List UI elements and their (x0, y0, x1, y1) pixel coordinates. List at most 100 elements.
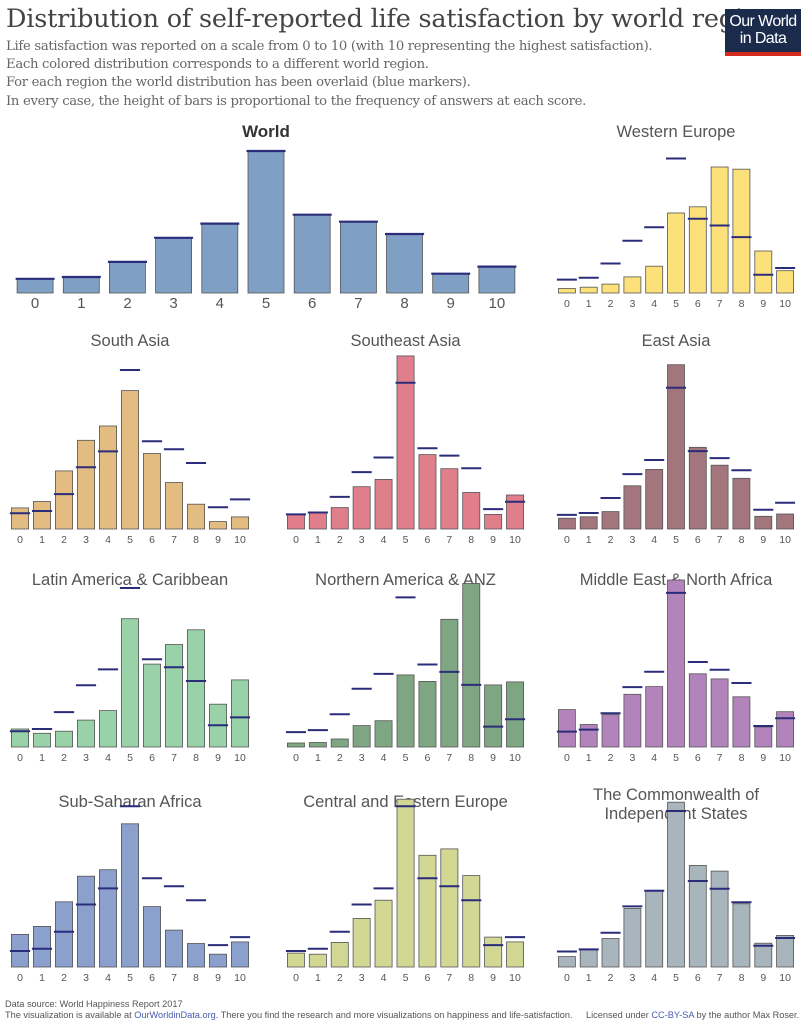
bar[interactable] (418, 454, 437, 530)
bar[interactable] (645, 265, 664, 294)
bar[interactable] (186, 503, 205, 530)
bar[interactable] (293, 214, 331, 294)
owid-link[interactable]: OurWorldinData.org (134, 1010, 216, 1020)
bar[interactable] (121, 618, 140, 748)
bar[interactable] (667, 801, 685, 968)
bar[interactable] (688, 206, 707, 294)
bar[interactable] (99, 869, 118, 968)
bar[interactable] (186, 629, 205, 748)
bar[interactable] (418, 681, 437, 748)
bar[interactable] (558, 956, 576, 968)
bar[interactable] (484, 514, 503, 530)
bar[interactable] (506, 681, 525, 748)
owid-logo[interactable]: Our World in Data (725, 9, 801, 56)
bar[interactable] (308, 953, 327, 968)
bar[interactable] (667, 579, 685, 748)
bar[interactable] (623, 485, 642, 530)
bar[interactable] (506, 941, 525, 968)
bar[interactable] (286, 952, 305, 968)
bar[interactable] (601, 511, 620, 530)
bar[interactable] (55, 470, 74, 530)
bar[interactable] (710, 678, 729, 748)
bar[interactable] (164, 482, 183, 530)
bar[interactable] (16, 278, 54, 294)
bar[interactable] (374, 720, 393, 748)
bar[interactable] (776, 935, 794, 968)
bar[interactable] (710, 870, 729, 968)
bar[interactable] (55, 730, 74, 748)
bar[interactable] (776, 711, 794, 748)
bar[interactable] (667, 212, 685, 294)
bar[interactable] (339, 221, 377, 294)
bar[interactable] (579, 516, 598, 530)
bar[interactable] (462, 875, 481, 968)
bar[interactable] (286, 514, 305, 530)
bar[interactable] (754, 726, 773, 748)
bar[interactable] (440, 848, 459, 968)
bar[interactable] (645, 889, 664, 968)
bar[interactable] (710, 166, 729, 294)
bar[interactable] (352, 725, 371, 748)
bar[interactable] (55, 901, 74, 968)
bar[interactable] (201, 223, 239, 294)
bar[interactable] (623, 908, 642, 968)
bar[interactable] (667, 364, 685, 530)
bar[interactable] (558, 517, 576, 530)
bar[interactable] (121, 390, 140, 530)
bar[interactable] (164, 644, 183, 748)
bar[interactable] (77, 439, 96, 530)
bar[interactable] (732, 477, 751, 530)
bar[interactable] (440, 468, 459, 530)
bar[interactable] (732, 168, 751, 294)
bar[interactable] (186, 943, 205, 968)
bar[interactable] (247, 150, 285, 294)
bar[interactable] (386, 233, 423, 294)
bar[interactable] (396, 674, 415, 748)
bar[interactable] (10, 507, 30, 530)
bar[interactable] (645, 686, 664, 748)
bar[interactable] (623, 693, 642, 748)
bar[interactable] (462, 492, 481, 530)
bar[interactable] (33, 732, 52, 748)
bar[interactable] (688, 446, 707, 530)
bar[interactable] (506, 494, 525, 530)
bar[interactable] (99, 425, 118, 530)
bar[interactable] (623, 276, 642, 294)
bar[interactable] (99, 710, 118, 748)
bar[interactable] (776, 513, 794, 530)
bar[interactable] (601, 283, 620, 294)
bar[interactable] (440, 618, 459, 748)
bar[interactable] (396, 355, 415, 530)
bar[interactable] (645, 468, 664, 530)
bar[interactable] (33, 501, 52, 530)
bar[interactable] (230, 679, 249, 748)
bar[interactable] (601, 714, 620, 748)
bar[interactable] (754, 515, 773, 530)
bar[interactable] (579, 949, 598, 968)
bar[interactable] (352, 918, 371, 968)
bar[interactable] (142, 453, 161, 530)
bar[interactable] (688, 673, 707, 748)
bar[interactable] (33, 926, 52, 968)
bar[interactable] (155, 237, 193, 294)
bar[interactable] (754, 942, 773, 968)
bar[interactable] (352, 486, 371, 530)
bar[interactable] (432, 273, 470, 294)
bar[interactable] (732, 903, 751, 968)
bar[interactable] (10, 728, 30, 748)
bar[interactable] (688, 865, 707, 968)
bar[interactable] (579, 286, 598, 294)
bar[interactable] (484, 684, 503, 748)
bar[interactable] (776, 270, 794, 294)
bar[interactable] (374, 899, 393, 968)
bar[interactable] (396, 798, 415, 968)
bar[interactable] (62, 276, 100, 294)
license-link[interactable]: CC-BY-SA (651, 1010, 694, 1020)
bar[interactable] (330, 942, 349, 968)
bar[interactable] (418, 854, 437, 968)
bar[interactable] (77, 719, 96, 748)
bar[interactable] (308, 742, 327, 748)
bar[interactable] (164, 929, 183, 968)
bar[interactable] (558, 288, 576, 294)
bar[interactable] (121, 823, 140, 968)
